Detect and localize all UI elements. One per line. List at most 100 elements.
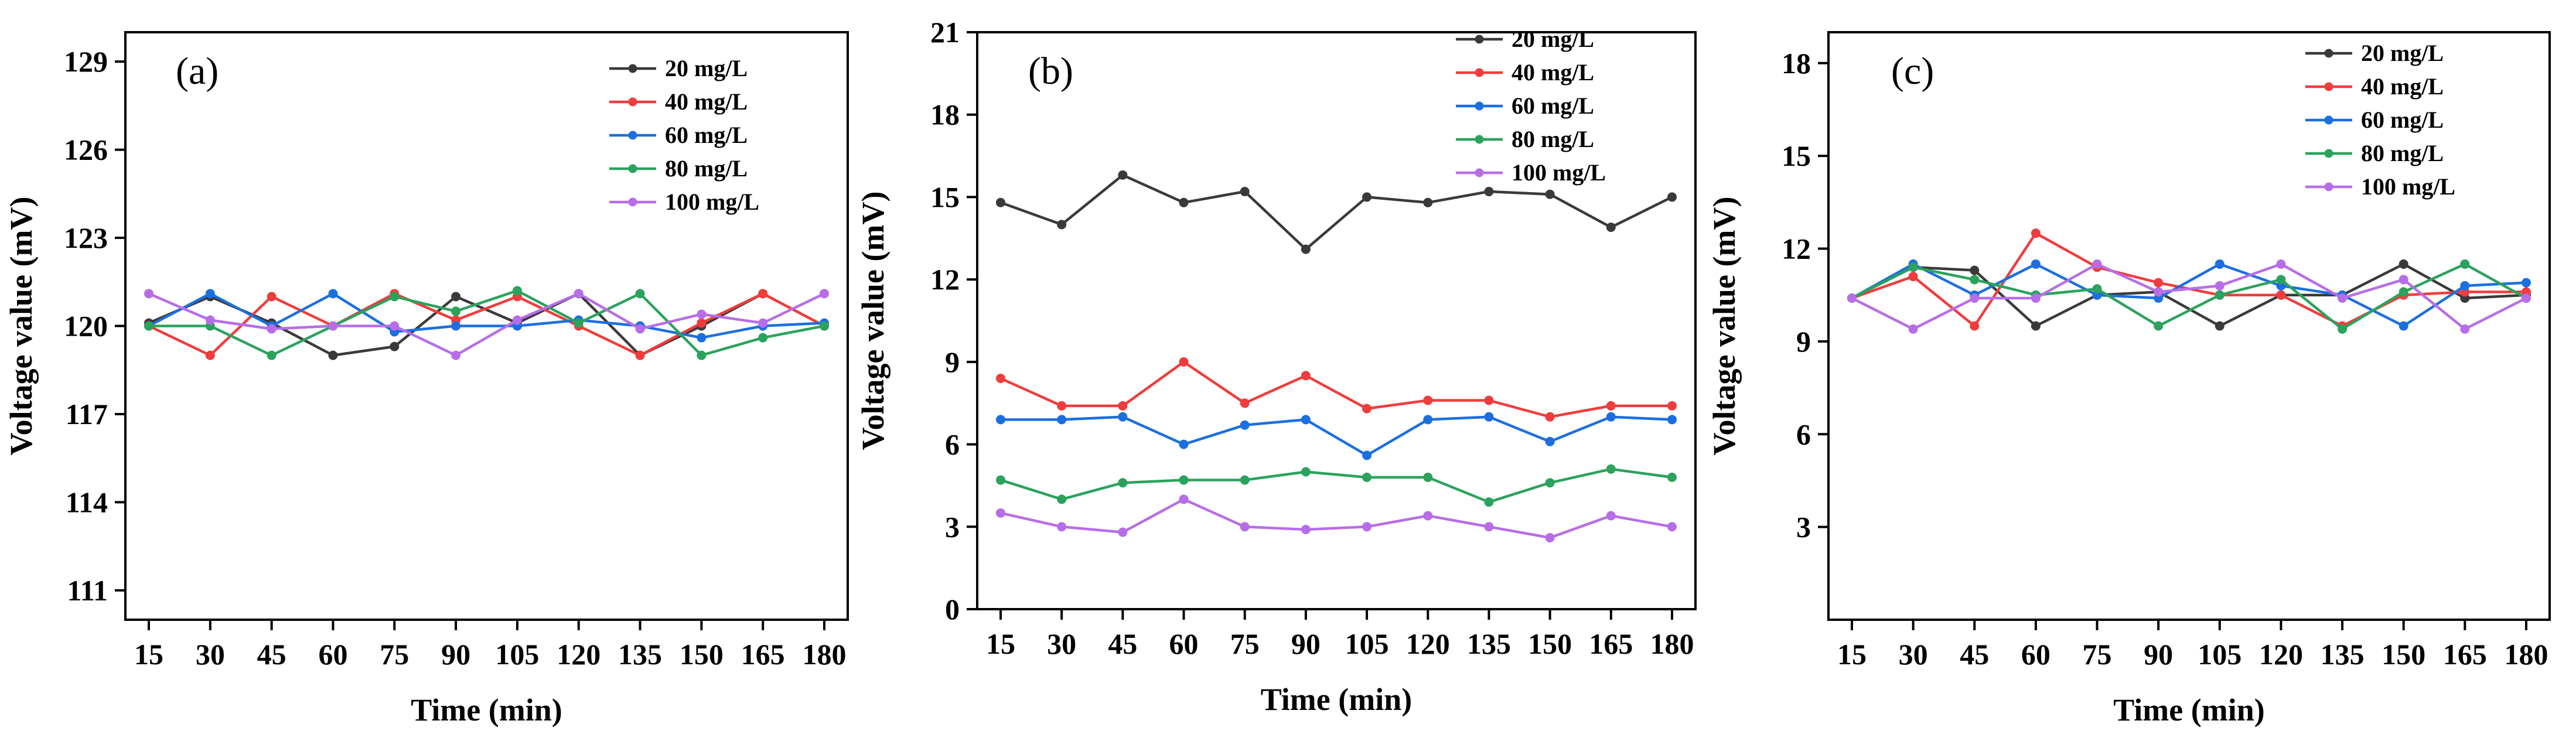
x-tick-label: 45 xyxy=(257,638,286,671)
x-tick-label: 180 xyxy=(1650,627,1694,660)
data-point xyxy=(697,333,707,343)
x-tick-label: 90 xyxy=(441,638,470,671)
y-tick-label: 18 xyxy=(1782,47,1811,80)
y-tick-label: 3 xyxy=(1796,511,1811,544)
data-point xyxy=(1847,293,1857,303)
data-point xyxy=(2031,293,2041,303)
series-line-3 xyxy=(1001,415,1673,457)
x-tick-label: 120 xyxy=(1406,627,1450,660)
data-point xyxy=(1667,472,1677,482)
data-point xyxy=(2398,259,2408,269)
data-point xyxy=(820,289,829,299)
data-point xyxy=(2460,324,2470,334)
legend-label: 100 mg/L xyxy=(2361,173,2455,200)
data-point xyxy=(2215,259,2224,269)
data-point xyxy=(1545,189,1555,199)
data-point xyxy=(267,324,277,334)
x-tick-label: 165 xyxy=(741,638,785,671)
y-axis-title: Voltage value (mV) xyxy=(1707,197,1742,456)
x-tick-label: 90 xyxy=(1291,627,1321,660)
data-point xyxy=(1423,511,1433,521)
legend-label: 60 mg/L xyxy=(2361,107,2444,133)
data-point xyxy=(2460,281,2470,291)
series-line-1 xyxy=(148,292,825,357)
x-axis-title: Time (min) xyxy=(1261,682,1412,717)
data-point xyxy=(328,321,338,331)
data-point xyxy=(1362,472,1372,482)
data-point xyxy=(512,315,522,325)
legend-marker xyxy=(2324,49,2333,58)
data-point xyxy=(1545,412,1555,422)
legend-marker xyxy=(2324,82,2333,91)
data-point xyxy=(267,292,277,302)
data-point xyxy=(1301,415,1311,425)
plot-frame xyxy=(1827,31,2551,621)
data-point xyxy=(2215,290,2224,300)
legend-label: 80 mg/L xyxy=(1512,126,1594,152)
data-point xyxy=(328,289,338,299)
data-point xyxy=(996,508,1005,518)
data-point xyxy=(1301,467,1311,477)
data-point xyxy=(1606,223,1616,233)
data-point xyxy=(1606,401,1616,411)
data-point xyxy=(1240,420,1250,430)
legend-label: 40 mg/L xyxy=(2361,73,2444,100)
data-point xyxy=(1423,197,1433,207)
x-tick-label: 105 xyxy=(1345,627,1389,660)
data-point xyxy=(2398,287,2408,297)
y-tick-label: 6 xyxy=(945,428,960,461)
series-line-2 xyxy=(1000,360,1672,418)
x-tick-label: 90 xyxy=(2144,638,2173,671)
x-tick-label: 75 xyxy=(2083,638,2112,671)
data-point xyxy=(996,374,1005,383)
data-point xyxy=(1484,412,1494,422)
y-tick-label: 12 xyxy=(1782,233,1811,265)
data-point xyxy=(451,306,461,316)
data-point xyxy=(1362,192,1372,202)
series-line-1 xyxy=(1000,173,1673,251)
series-line-4 xyxy=(149,289,825,357)
data-point xyxy=(1179,197,1189,207)
data-point xyxy=(820,321,829,331)
x-axis-title: Time (min) xyxy=(411,692,562,727)
data-point xyxy=(758,318,768,328)
data-point xyxy=(2398,321,2408,331)
data-point xyxy=(2338,293,2348,303)
series-line-5 xyxy=(148,292,825,357)
data-point xyxy=(2154,278,2164,288)
panel-label: (c) xyxy=(1891,50,1934,93)
legend-label: 100 mg/L xyxy=(1512,159,1606,186)
y-tick-label: 9 xyxy=(1796,325,1811,358)
data-point xyxy=(2154,287,2164,297)
data-point xyxy=(574,289,584,299)
data-point xyxy=(2215,281,2224,291)
data-point xyxy=(635,350,645,360)
data-point xyxy=(996,197,1005,207)
data-point xyxy=(1606,412,1616,422)
data-point xyxy=(144,289,153,299)
legend-marker xyxy=(628,164,637,173)
x-tick-label: 165 xyxy=(2443,638,2487,671)
x-tick-label: 105 xyxy=(495,638,539,671)
x-tick-label: 135 xyxy=(618,638,662,671)
data-point xyxy=(1545,478,1555,488)
plot-frame xyxy=(976,31,1697,610)
data-point xyxy=(1179,494,1189,504)
data-point xyxy=(2092,259,2102,269)
y-tick-label: 120 xyxy=(64,310,108,343)
series-line-1 xyxy=(1851,262,2527,327)
data-point xyxy=(1057,522,1067,532)
x-tick-label: 60 xyxy=(318,638,347,671)
y-tick-label: 9 xyxy=(945,346,960,378)
data-point xyxy=(1970,293,1980,303)
data-point xyxy=(451,350,461,360)
data-point xyxy=(205,289,215,299)
x-tick-label: 15 xyxy=(134,638,163,671)
chart-panel-1: 15 30 45 60 75 90 105 120 135 150 165 180 111 114 117 1… xyxy=(4,31,849,727)
legend-marker xyxy=(1475,68,1484,77)
legend-marker xyxy=(628,64,637,73)
x-tick-label: 60 xyxy=(1169,627,1199,660)
data-point xyxy=(1179,357,1189,367)
legend-label: 20 mg/L xyxy=(1512,26,1594,52)
